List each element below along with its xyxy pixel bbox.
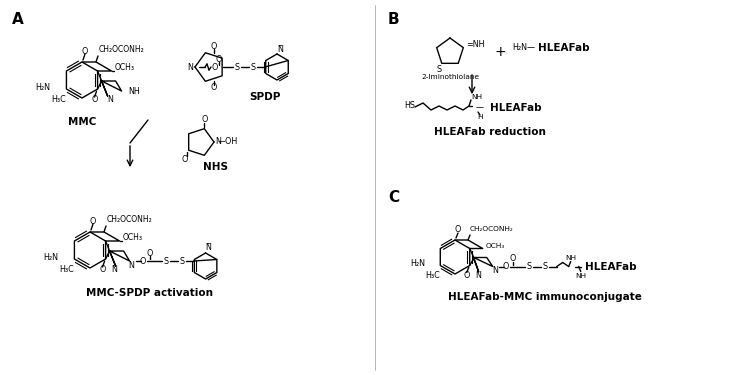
Text: N̅: N̅ xyxy=(277,45,283,54)
Text: O: O xyxy=(146,249,153,258)
Text: S: S xyxy=(179,256,184,265)
Text: OCH₃: OCH₃ xyxy=(122,234,142,243)
Text: HLEAFab reduction: HLEAFab reduction xyxy=(434,127,546,137)
Text: HLEAFab: HLEAFab xyxy=(490,103,542,113)
Text: O: O xyxy=(211,42,217,51)
Text: S: S xyxy=(542,262,548,271)
Text: O: O xyxy=(216,54,222,63)
Text: O: O xyxy=(211,63,218,72)
Text: HLEAFab-MMC immunoconjugate: HLEAFab-MMC immunoconjugate xyxy=(448,292,642,302)
Text: N: N xyxy=(112,266,118,274)
Text: CH₂OCONH₂: CH₂OCONH₂ xyxy=(107,216,153,225)
Text: MMC-SPDP activation: MMC-SPDP activation xyxy=(86,288,214,298)
Text: O: O xyxy=(211,83,217,92)
Text: HLEAFab: HLEAFab xyxy=(538,43,590,53)
Text: O: O xyxy=(201,115,208,124)
Text: HS: HS xyxy=(404,100,415,109)
Text: S: S xyxy=(163,256,168,265)
Text: O: O xyxy=(90,216,96,225)
Text: +: + xyxy=(494,45,506,59)
Text: O: O xyxy=(464,271,470,280)
Text: O: O xyxy=(100,266,106,274)
Text: H₂N: H₂N xyxy=(35,82,50,92)
Text: CH₂OCONH₂: CH₂OCONH₂ xyxy=(470,226,514,232)
Text: CH₂OCONH₂: CH₂OCONH₂ xyxy=(99,45,145,54)
Text: C: C xyxy=(388,190,399,205)
Text: OCH₃: OCH₃ xyxy=(115,63,134,72)
Text: N: N xyxy=(108,94,113,104)
Text: N: N xyxy=(475,272,481,280)
Text: O: O xyxy=(140,256,146,265)
Text: O: O xyxy=(92,96,98,105)
Text: MMC: MMC xyxy=(68,117,96,127)
Text: S: S xyxy=(436,65,441,74)
Text: NH: NH xyxy=(128,87,140,96)
Text: N: N xyxy=(129,261,134,270)
Text: S: S xyxy=(526,262,531,271)
Text: S: S xyxy=(251,63,256,72)
Text: 2-Iminothiolane: 2-Iminothiolane xyxy=(421,74,479,80)
Text: H₂N—: H₂N— xyxy=(512,44,535,52)
Text: —OH: —OH xyxy=(217,138,238,147)
Text: NHS: NHS xyxy=(202,162,227,172)
Text: N̅: N̅ xyxy=(206,243,212,252)
Text: —: — xyxy=(476,104,484,112)
Text: A: A xyxy=(12,12,24,27)
Text: H₃C: H₃C xyxy=(59,266,74,274)
Text: H₃C: H₃C xyxy=(425,272,440,280)
Text: H: H xyxy=(477,114,483,120)
Text: H₂N: H₂N xyxy=(44,252,58,261)
Text: B: B xyxy=(388,12,400,27)
Text: SPDP: SPDP xyxy=(249,92,280,102)
Text: OCH₃: OCH₃ xyxy=(486,243,505,249)
Text: O: O xyxy=(509,254,516,263)
Text: O: O xyxy=(454,225,461,234)
Text: H₂N: H₂N xyxy=(410,259,425,268)
Text: N: N xyxy=(187,63,193,72)
Text: S: S xyxy=(235,63,239,72)
Text: NH: NH xyxy=(471,94,482,100)
Text: NH: NH xyxy=(575,273,586,279)
Text: =NH: =NH xyxy=(466,40,484,49)
Text: O: O xyxy=(503,262,509,271)
Text: NH: NH xyxy=(566,255,576,261)
Text: N: N xyxy=(492,266,498,275)
Text: HLEAFab: HLEAFab xyxy=(585,261,636,272)
Text: N: N xyxy=(215,138,221,147)
Text: O: O xyxy=(82,46,88,56)
Text: H₃C: H₃C xyxy=(51,96,66,105)
Text: O: O xyxy=(182,155,188,164)
